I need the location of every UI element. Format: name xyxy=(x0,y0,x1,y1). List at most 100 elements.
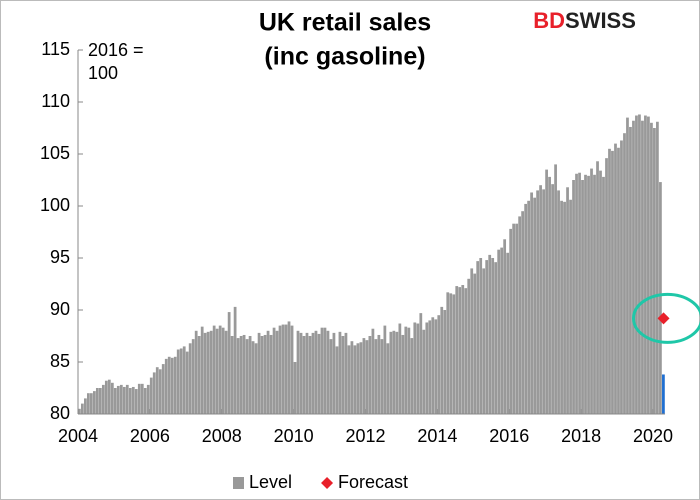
bar xyxy=(653,128,656,414)
bar xyxy=(188,343,192,414)
forecast-marker xyxy=(657,312,670,325)
bar xyxy=(395,331,399,414)
x-tick-label: 2008 xyxy=(202,426,242,446)
y-axis-label: 2016 = xyxy=(88,40,144,60)
bar xyxy=(386,343,390,414)
bar xyxy=(266,330,270,414)
bar xyxy=(305,332,309,414)
bar xyxy=(530,192,533,414)
x-tick-label: 2006 xyxy=(130,426,170,446)
x-tick-label: 2014 xyxy=(417,426,457,446)
bar xyxy=(84,398,87,414)
bar xyxy=(503,239,507,414)
bar xyxy=(617,147,620,414)
bar xyxy=(404,326,408,414)
bar xyxy=(620,140,623,415)
bar xyxy=(323,327,327,414)
bar xyxy=(161,364,165,414)
bar xyxy=(374,339,378,414)
legend-label: Level xyxy=(249,472,292,492)
bar xyxy=(659,182,662,414)
bar xyxy=(101,384,105,414)
bar xyxy=(383,325,387,414)
bar xyxy=(152,372,156,414)
bar xyxy=(176,349,180,414)
bar xyxy=(269,334,273,414)
bar xyxy=(434,319,438,414)
bar xyxy=(233,306,237,414)
bar xyxy=(398,323,402,414)
bar xyxy=(278,325,282,414)
bar xyxy=(341,336,345,414)
bar xyxy=(464,288,468,414)
bar xyxy=(560,200,563,414)
x-tick-label: 2004 xyxy=(58,426,98,446)
bar xyxy=(452,294,456,414)
bar xyxy=(122,386,126,414)
bar xyxy=(143,388,147,414)
y-tick-label: 110 xyxy=(41,91,70,111)
bar xyxy=(209,330,213,414)
legend-label: Forecast xyxy=(338,472,408,492)
bar xyxy=(116,385,120,414)
logo: BD xyxy=(533,8,565,33)
bar xyxy=(635,115,638,415)
bar xyxy=(377,334,381,414)
bar xyxy=(365,340,369,414)
bar xyxy=(356,343,360,414)
bar xyxy=(599,170,602,414)
bar xyxy=(203,332,207,414)
bar xyxy=(134,389,138,414)
bar xyxy=(422,329,426,414)
bar xyxy=(650,122,653,415)
bar xyxy=(554,164,557,414)
bar xyxy=(467,278,471,414)
bar xyxy=(350,341,354,414)
bar xyxy=(140,383,144,414)
bar xyxy=(542,189,545,414)
bar xyxy=(401,334,405,414)
bar xyxy=(416,323,420,414)
bar xyxy=(413,322,417,414)
bar xyxy=(95,388,99,414)
bar xyxy=(497,249,501,414)
bar xyxy=(224,330,228,414)
x-tick-label: 2010 xyxy=(274,426,314,446)
chart-title: UK retail sales xyxy=(259,9,431,37)
bar xyxy=(320,327,324,414)
bar xyxy=(473,273,477,414)
bar xyxy=(461,285,465,414)
bar xyxy=(419,313,423,414)
bar xyxy=(257,332,261,414)
bar xyxy=(527,200,531,414)
x-tick-label: 2016 xyxy=(489,426,529,446)
bar xyxy=(638,114,641,414)
bar xyxy=(245,339,249,414)
bar xyxy=(641,120,644,414)
bar xyxy=(437,315,441,414)
bar xyxy=(494,262,498,414)
bar xyxy=(179,348,183,414)
bar xyxy=(149,377,153,414)
bar xyxy=(509,228,513,414)
legend-marker xyxy=(321,477,334,489)
legend-marker xyxy=(233,477,244,489)
bar xyxy=(596,161,599,414)
bar xyxy=(296,330,300,414)
bar xyxy=(368,336,372,414)
bar xyxy=(500,247,504,414)
bar xyxy=(524,203,528,414)
bar xyxy=(608,148,611,415)
bar xyxy=(239,336,243,414)
bar xyxy=(551,184,554,414)
bar xyxy=(515,223,519,414)
bar xyxy=(491,258,495,414)
bar xyxy=(518,216,522,414)
bar xyxy=(623,133,626,414)
bar xyxy=(536,190,539,414)
bar xyxy=(332,332,336,414)
bar xyxy=(191,339,195,414)
bar xyxy=(242,334,246,414)
bar xyxy=(89,393,93,414)
